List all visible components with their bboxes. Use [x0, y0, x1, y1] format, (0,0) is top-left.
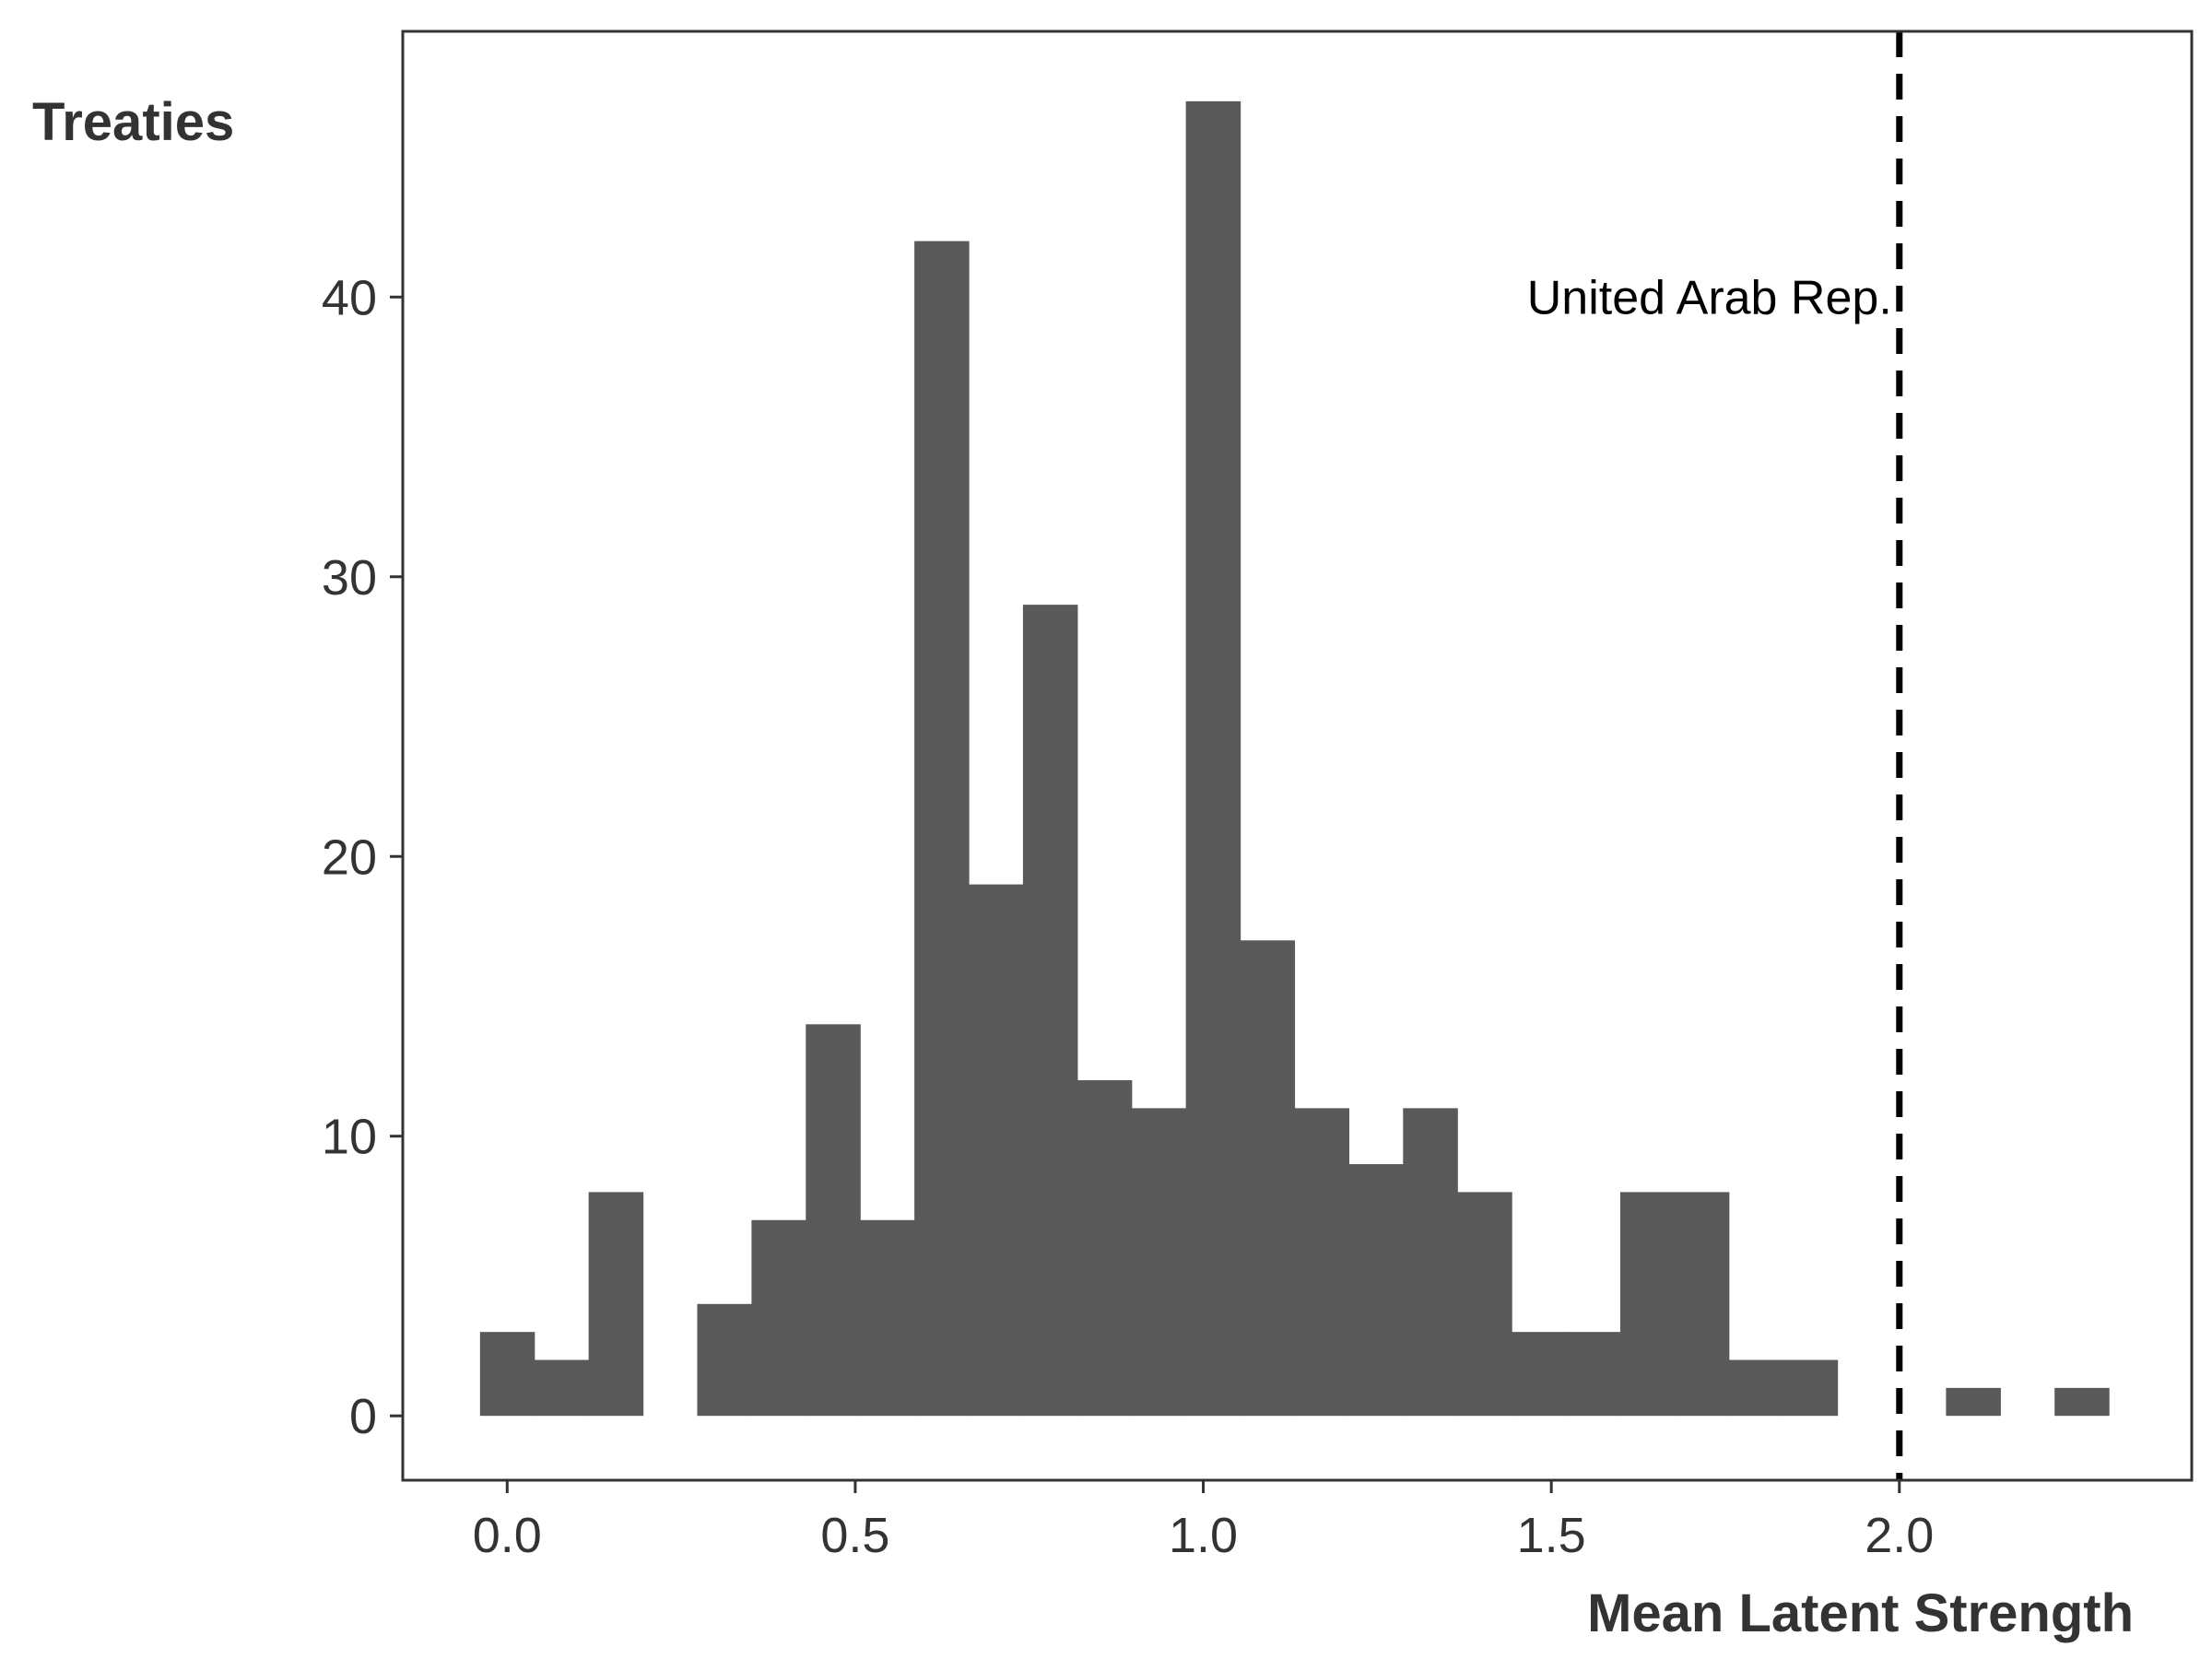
histogram-bar: [1294, 1108, 1349, 1417]
histogram-bar: [1131, 1108, 1187, 1417]
plot-panel-border: [401, 29, 2194, 1482]
reference-line-label: United Arab Rep.: [1527, 271, 1892, 324]
histogram-bar: [588, 1192, 644, 1417]
histogram-bar: [1566, 1332, 1621, 1417]
y-axis-tick-label: 20: [322, 830, 377, 885]
histogram-bar: [1674, 1192, 1730, 1417]
bars-layer: [479, 100, 2110, 1417]
histogram-bar: [1077, 1080, 1133, 1417]
histogram-bar: [534, 1359, 590, 1417]
histogram-bar: [860, 1219, 915, 1417]
y-axis-tick-label: 30: [322, 550, 377, 606]
histogram-bar: [1185, 100, 1241, 1417]
y-axis-tick-label: 40: [322, 270, 377, 325]
histogram-bar: [1783, 1359, 1839, 1417]
histogram-bar: [969, 884, 1024, 1417]
histogram-bar: [751, 1219, 806, 1417]
y-axis-tick-label: 0: [349, 1389, 377, 1444]
histogram-bar: [1403, 1108, 1458, 1417]
x-axis-tick-label: 1.5: [1517, 1508, 1586, 1563]
y-axis-tick-label: 10: [322, 1110, 377, 1165]
histogram-bar: [1240, 940, 1296, 1417]
histogram-bar: [1728, 1359, 1784, 1417]
x-axis-tick-label: 0.5: [820, 1508, 889, 1563]
y-axis-title: Treaties: [32, 92, 234, 152]
y-axis: 0 10 20 30 40: [322, 270, 403, 1444]
histogram-bar: [914, 241, 970, 1417]
x-axis: 0.0 0.5 1.0 1.5 2.0: [473, 1480, 1934, 1563]
histogram-bar: [1512, 1332, 1567, 1417]
histogram-bar: [806, 1024, 861, 1417]
histogram-bar: [1022, 605, 1078, 1417]
histogram-bar: [2054, 1387, 2110, 1417]
histogram-bar: [479, 1332, 535, 1417]
x-axis-tick-label: 0.0: [473, 1508, 542, 1563]
histogram-bar: [1619, 1192, 1676, 1417]
x-axis-tick-label: 1.0: [1169, 1508, 1238, 1563]
histogram-bar: [697, 1303, 752, 1417]
x-axis-tick-label: 2.0: [1865, 1508, 1934, 1563]
histogram-bar: [1946, 1387, 2001, 1417]
histogram-bar: [1348, 1164, 1404, 1417]
x-axis-title: Mean Latent Strength: [1587, 1583, 2134, 1643]
histogram-bar: [1457, 1192, 1512, 1417]
